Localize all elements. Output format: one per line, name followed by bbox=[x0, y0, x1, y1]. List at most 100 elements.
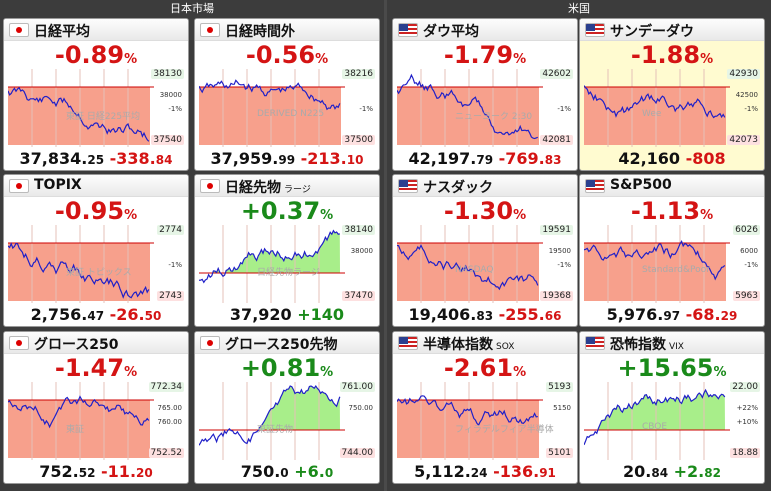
chart-svg bbox=[584, 225, 730, 303]
japan-flag-icon bbox=[9, 23, 29, 37]
percent-unit: % bbox=[513, 365, 527, 380]
percent-value: +0.37 bbox=[240, 197, 321, 225]
y-axis-label: 38130 bbox=[151, 69, 184, 79]
percent-value: -0.89 bbox=[54, 41, 125, 69]
y-axis-label: 760.00 bbox=[157, 418, 183, 426]
percent-value: -1.88 bbox=[630, 41, 701, 69]
percent-value: -1.47 bbox=[54, 354, 125, 382]
percent-unit: % bbox=[513, 208, 527, 223]
chart-svg bbox=[199, 382, 345, 460]
price-footer: 37,920 +140 bbox=[195, 305, 379, 324]
percent-change: -0.89% bbox=[4, 41, 188, 69]
change-int: -213. bbox=[300, 149, 347, 168]
y-axis-label: 38216 bbox=[342, 69, 375, 79]
y-axis-label: 19368 bbox=[540, 291, 573, 301]
y-axis-label: 42081 bbox=[540, 135, 573, 145]
y-axis-label: +22% bbox=[736, 404, 758, 412]
index-card[interactable]: グロース250先物 +0.81% 東証先物 761.00 750.00 744.00 750… bbox=[194, 331, 380, 484]
price-footer: 20.84 +2.82 bbox=[580, 462, 764, 481]
percent-change: +15.65% bbox=[580, 354, 764, 382]
change-int: -255. bbox=[498, 305, 545, 324]
index-card[interactable]: 日経時間外 -0.56% DERIVED N225 38216 -1% 37500 37,9… bbox=[194, 18, 380, 171]
change-dec: 20 bbox=[136, 466, 153, 480]
y-axis-label: 2774 bbox=[157, 225, 184, 235]
index-name-text: グロース250 bbox=[34, 337, 119, 353]
percent-unit: % bbox=[320, 365, 334, 380]
price-int: 752. bbox=[39, 462, 79, 481]
us-flag-icon bbox=[585, 336, 605, 350]
change-dec: 0 bbox=[324, 466, 334, 480]
price-int: 20. bbox=[623, 462, 652, 481]
index-card[interactable]: 日経平均 -0.89% 東証 日経225平均 38130 38000 -1% 37540 37… bbox=[3, 18, 189, 171]
index-card[interactable]: 半導体指数 SOX -2.61% フィラデルフィア半導体 5193 5150 5101 5,1… bbox=[392, 331, 578, 484]
price-line bbox=[397, 395, 538, 427]
price-line bbox=[584, 240, 726, 281]
chart-watermark: 東証 日経225平均 bbox=[66, 112, 141, 122]
price-footer: 19,406.83 -255.66 bbox=[393, 305, 577, 324]
card-header: グロース250先物 bbox=[195, 332, 379, 354]
price-footer: 5,976.97 -68.29 bbox=[580, 305, 764, 324]
card-header: 日経平均 bbox=[4, 19, 188, 41]
change-int: -338. bbox=[109, 149, 156, 168]
price-dec: 83 bbox=[476, 309, 494, 323]
price-footer: 42,160 -808 bbox=[580, 149, 764, 168]
percent-change: -2.61% bbox=[393, 354, 577, 382]
price-dec: 24 bbox=[470, 466, 488, 480]
y-axis-label: 6000 bbox=[740, 247, 758, 255]
y-axis-label: -1% bbox=[744, 105, 758, 113]
y-axis-label: -1% bbox=[168, 261, 182, 269]
change-int: -769. bbox=[498, 149, 545, 168]
index-card[interactable]: ダウ平均 -1.79% ニューヨーク 2:30 42602 -1% 42081 42,197… bbox=[392, 18, 578, 171]
chart-svg bbox=[8, 382, 154, 460]
chart-svg bbox=[8, 69, 154, 147]
y-axis-label: 6026 bbox=[733, 225, 760, 235]
y-axis-label: 744.00 bbox=[339, 448, 375, 458]
price-line bbox=[8, 242, 150, 299]
price-line bbox=[199, 384, 341, 446]
index-name: 日経時間外 bbox=[225, 21, 295, 41]
card-header: S&P500 bbox=[580, 175, 764, 197]
index-card[interactable]: 日経先物 ラージ +0.37% 日経先物ラージ 38140 38000 37470 37,92… bbox=[194, 174, 380, 327]
intraday-chart: DERIVED N225 38216 -1% 37500 bbox=[199, 69, 377, 147]
index-card[interactable]: 恐怖指数 VIX +15.65% CBOE 22.00 +22% +10% 18.88 20.8… bbox=[579, 331, 765, 484]
index-name: 日経平均 bbox=[34, 21, 90, 41]
chart-svg bbox=[199, 69, 345, 147]
chart-svg bbox=[584, 69, 730, 147]
chart-svg bbox=[397, 225, 543, 303]
percent-change: -1.79% bbox=[393, 41, 577, 69]
percent-value: -2.61 bbox=[443, 354, 514, 382]
price-int: 37,959. bbox=[210, 149, 279, 168]
chart-svg bbox=[199, 225, 345, 303]
y-axis-label: 772.34 bbox=[148, 382, 184, 392]
intraday-chart: 日経先物ラージ 38140 38000 37470 bbox=[199, 225, 377, 303]
y-axis-label: 37470 bbox=[342, 291, 375, 301]
price-dec: 47 bbox=[87, 309, 105, 323]
price-dec: 52 bbox=[78, 466, 96, 480]
change-int: +2. bbox=[673, 462, 705, 481]
index-name-text: 日経平均 bbox=[34, 24, 90, 40]
us-flag-icon bbox=[398, 336, 418, 350]
chart-area-up bbox=[199, 230, 340, 273]
index-name-text: ナスダック bbox=[423, 180, 493, 196]
chart-watermark: DERIVED N225 bbox=[257, 109, 325, 119]
index-card[interactable]: S&P500 -1.13% Standard&Poor 6026 6000 -1% 5963… bbox=[579, 174, 765, 327]
card-header: 日経時間外 bbox=[195, 19, 379, 41]
index-card[interactable]: TOPIX -0.95% 東証 トピックス 2774 -1% 2743 2,756.47 -… bbox=[3, 174, 189, 327]
percent-value: -1.79 bbox=[443, 41, 514, 69]
price-int: 19,406. bbox=[408, 305, 477, 324]
index-card[interactable]: ナスダック -1.30% NASDAQ 19591 19500 -1% 19368 19,40… bbox=[392, 174, 578, 327]
price-dec: 99 bbox=[278, 153, 296, 167]
index-name: ナスダック bbox=[423, 177, 493, 197]
y-axis-label: -1% bbox=[168, 105, 182, 113]
intraday-chart: Standard&Poor 6026 6000 -1% 5963 bbox=[584, 225, 762, 303]
japan-flag-icon bbox=[200, 179, 220, 193]
price-dec: 97 bbox=[663, 309, 681, 323]
y-axis-label: 761.00 bbox=[339, 382, 375, 392]
change-dec: 10 bbox=[346, 153, 364, 167]
y-axis-label: 765.00 bbox=[157, 404, 183, 412]
chart-svg bbox=[8, 225, 154, 303]
index-card[interactable]: サンデーダウ -1.88% Wee 42930 42500 -1% 42073 42,160 … bbox=[579, 18, 765, 171]
index-card[interactable]: グロース250 -1.47% 東証 772.34 765.00 760.00 752.52 7… bbox=[3, 331, 189, 484]
change-int: -808 bbox=[685, 149, 726, 168]
card-header: サンデーダウ bbox=[580, 19, 764, 41]
